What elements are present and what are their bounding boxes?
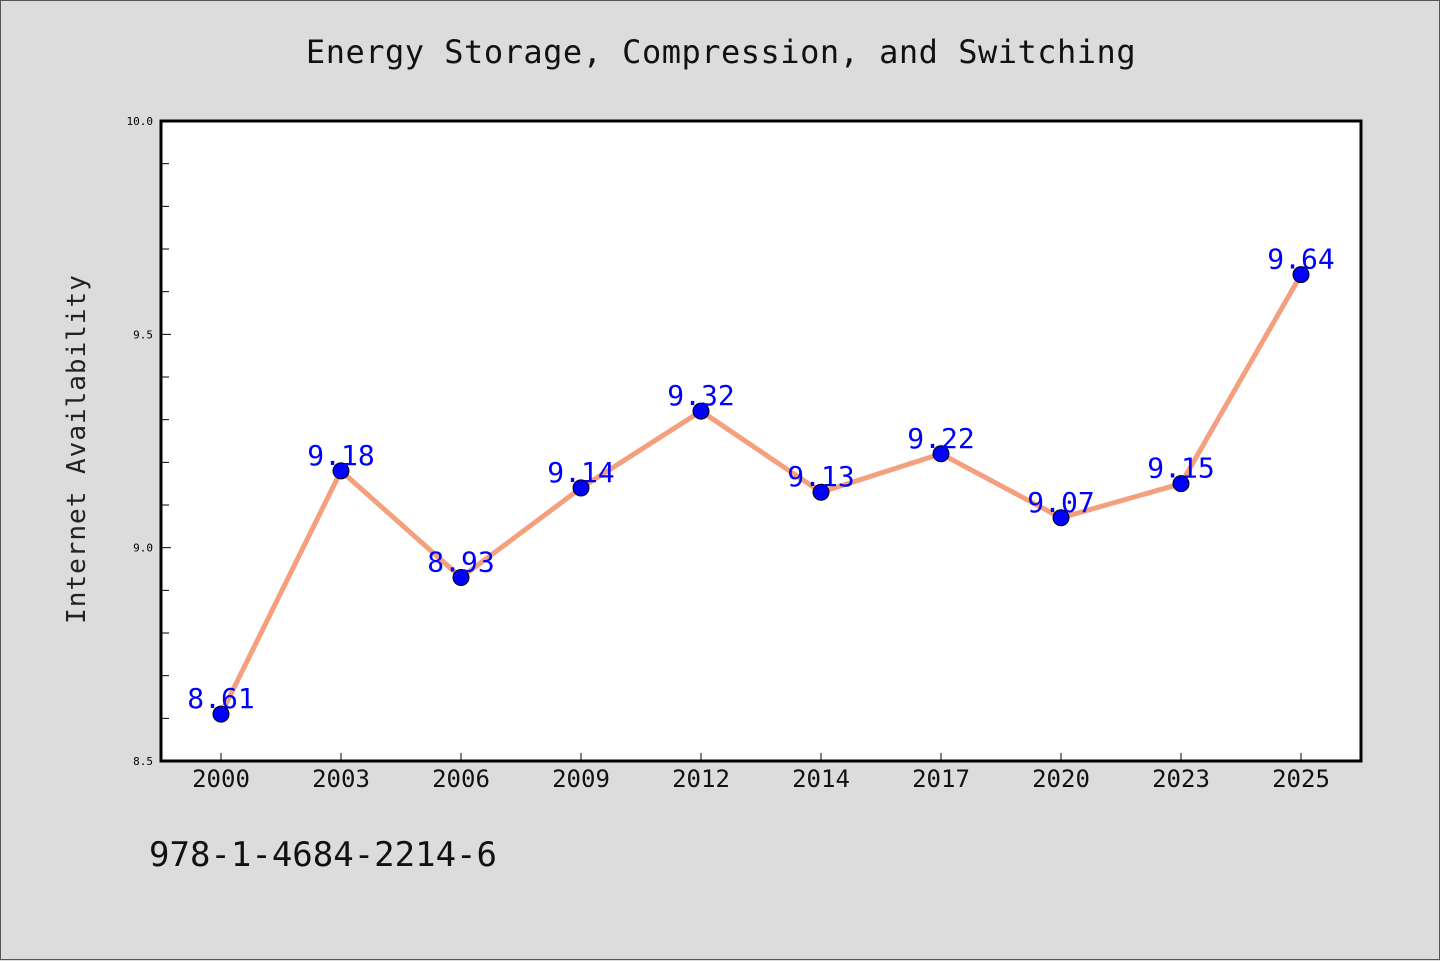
data-label: 9.07 (1027, 486, 1094, 519)
y-tick-label: 9.0 (133, 542, 153, 555)
data-point (692, 402, 710, 420)
isbn-text: 978-1-4684-2214-6 (149, 835, 497, 875)
y-tick-label: 8.5 (133, 755, 153, 768)
x-tick-label: 2000 (192, 765, 250, 793)
data-label: 8.61 (187, 682, 254, 715)
x-tick-label: 2023 (1152, 765, 1210, 793)
x-tick-label: 2003 (312, 765, 370, 793)
data-label: 9.18 (307, 439, 374, 472)
data-label: 9.22 (907, 422, 974, 455)
data-label: 9.13 (787, 460, 854, 493)
y-tick-label: 10.0 (127, 115, 154, 128)
y-tick-label: 9.5 (133, 328, 153, 341)
data-point (572, 479, 590, 497)
data-label: 9.15 (1147, 452, 1214, 485)
data-point (452, 569, 470, 587)
data-point (332, 462, 350, 480)
data-point (1172, 475, 1190, 493)
series-line (218, 272, 1304, 717)
data-label: 9.32 (667, 379, 734, 412)
x-tick-label: 2006 (432, 765, 490, 793)
plot-area (159, 119, 1363, 763)
data-point (1292, 266, 1310, 284)
chart-title: Energy Storage, Compression, and Switchi… (305, 33, 1137, 71)
data-label: 9.14 (547, 456, 614, 489)
x-tick-label: 2009 (552, 765, 610, 793)
x-tick-label: 2020 (1032, 765, 1090, 793)
data-point (212, 705, 230, 723)
data-point (812, 483, 830, 501)
x-tick-label: 2017 (912, 765, 970, 793)
x-tick-label: 2014 (792, 765, 850, 793)
data-point (1052, 509, 1070, 527)
x-tick-label: 2025 (1272, 765, 1330, 793)
data-label: 8.93 (427, 546, 494, 579)
data-point (932, 445, 950, 463)
data-label: 9.64 (1267, 243, 1334, 276)
x-tick-label: 2012 (672, 765, 730, 793)
